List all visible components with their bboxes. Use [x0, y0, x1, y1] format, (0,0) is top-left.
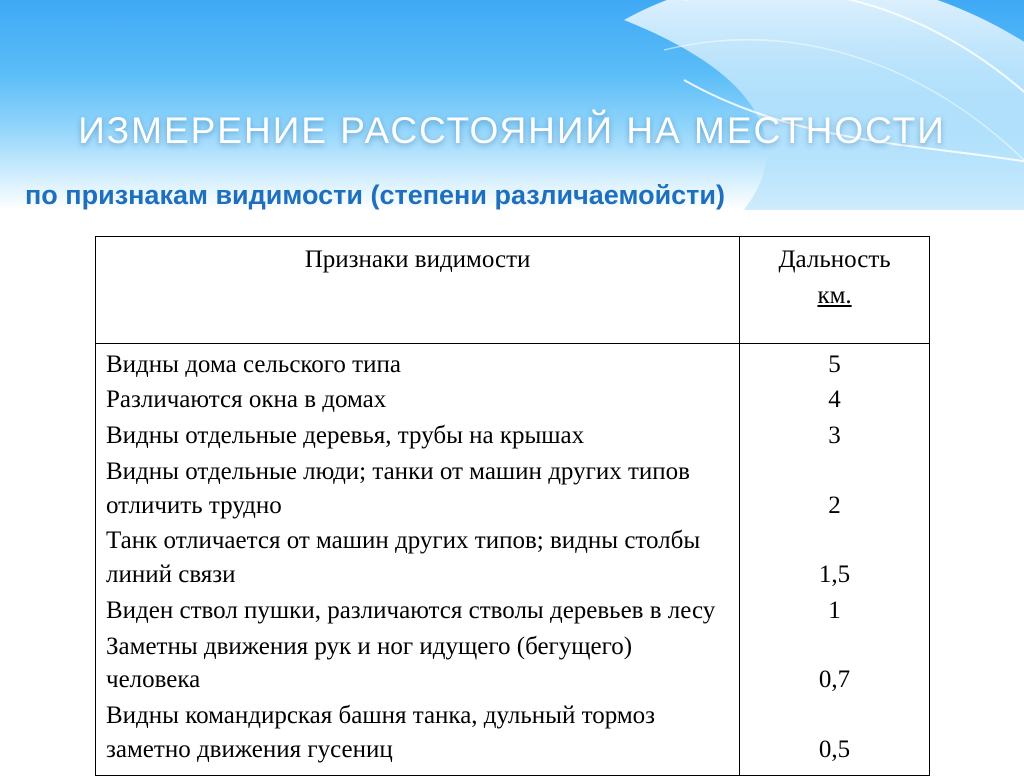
features-cell: Видны дома сельского типаРазличаются окн…: [96, 343, 740, 775]
distance-value: 0,5: [750, 699, 919, 767]
slide-title: ИЗМЕРЕНИЕ РАССТОЯНИЙ НА МЕСТНОСТИ: [0, 110, 1024, 152]
feature-text: Видны дома сельского типа: [106, 348, 729, 382]
distance-value: 2: [750, 455, 919, 523]
feature-text: Видны отдельные люди; танки от машин дру…: [106, 455, 729, 523]
slide: ИЗМЕРЕНИЕ РАССТОЯНИЙ НА МЕСТНОСТИ по при…: [0, 0, 1024, 767]
distance-value: 1: [750, 594, 919, 628]
visibility-table: Признаки видимости Дальность км. Видны д…: [95, 236, 930, 776]
feature-text: Различаются окна в домах: [106, 383, 729, 417]
table-header-row: Признаки видимости Дальность км.: [96, 237, 930, 344]
feature-text: Виден ствол пушки, различаются стволы де…: [106, 594, 729, 628]
feature-text: Заметны движения рук и ног идущего (бегу…: [106, 630, 729, 698]
distance-value: 4: [750, 383, 919, 417]
table-header-distance: Дальность км.: [740, 237, 930, 344]
distances-cell: 54321,510,70,5: [740, 343, 930, 775]
distance-value: 5: [750, 348, 919, 382]
table-body: Видны дома сельского типаРазличаются окн…: [96, 343, 930, 775]
table-header-feature: Признаки видимости: [96, 237, 740, 344]
distance-value: 0,7: [750, 630, 919, 698]
decorative-swoop: [624, 0, 1024, 210]
slide-subtitle: по признакам видимости (степени различае…: [25, 180, 725, 211]
table-row: Видны дома сельского типаРазличаются окн…: [96, 343, 930, 775]
table-header-distance-unit: км.: [748, 279, 921, 313]
feature-text: Видны командирская башня танка, дульный …: [106, 699, 729, 767]
distance-value: 3: [750, 419, 919, 453]
distance-value: 1,5: [750, 524, 919, 592]
header-gradient: [0, 0, 1024, 210]
feature-text: Видны отдельные деревья, трубы на крышах: [106, 419, 729, 453]
feature-text: Танк отличается от машин других типов; в…: [106, 524, 729, 592]
table-header-distance-label: Дальность: [748, 243, 921, 277]
